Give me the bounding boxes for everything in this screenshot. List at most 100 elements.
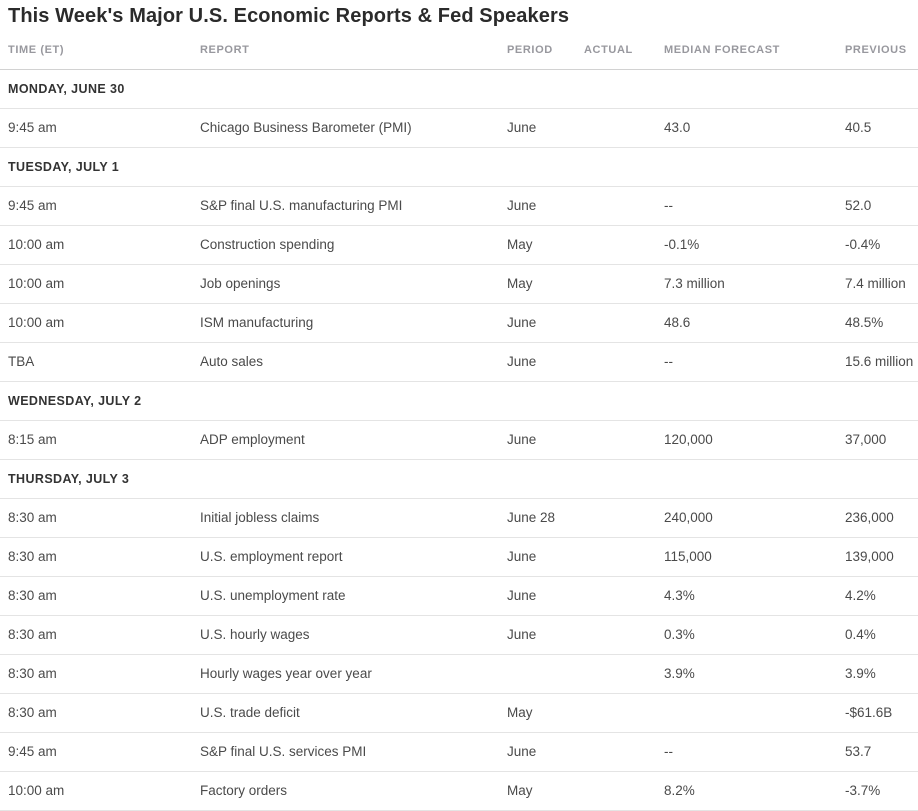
table-row: 9:45 am S&P final U.S. services PMI June --… <box>0 732 918 772</box>
cell-time: 8:30 am <box>0 537 192 577</box>
cell-report: Factory orders <box>192 771 499 811</box>
cell-median-forecast: -0.1% <box>656 225 837 265</box>
cell-actual <box>576 186 656 226</box>
cell-median-forecast: 43.0 <box>656 108 837 148</box>
cell-period: June 28 <box>499 498 576 538</box>
cell-previous: 52.0 <box>837 186 918 226</box>
cell-time: 10:00 am <box>0 225 192 265</box>
cell-period: June <box>499 732 576 772</box>
column-header-row: TIME (ET) REPORT PERIOD ACTUAL MEDIAN FO… <box>0 35 918 70</box>
cell-actual <box>576 771 656 811</box>
cell-time: 8:30 am <box>0 576 192 616</box>
cell-report: Initial jobless claims <box>192 498 499 538</box>
day-header-label: TUESDAY, JULY 1 <box>0 147 918 187</box>
cell-time: 9:45 am <box>0 186 192 226</box>
cell-actual <box>576 225 656 265</box>
cell-actual <box>576 420 656 460</box>
cell-report: U.S. unemployment rate <box>192 576 499 616</box>
column-header-period: PERIOD <box>499 35 576 70</box>
cell-actual <box>576 537 656 577</box>
column-header-median-forecast: MEDIAN FORECAST <box>656 35 837 70</box>
cell-median-forecast: -- <box>656 732 837 772</box>
cell-time: 8:15 am <box>0 420 192 460</box>
cell-period: June <box>499 537 576 577</box>
table-row: 8:30 am Initial jobless claims June 28 240,… <box>0 498 918 538</box>
cell-previous: -$61.6B <box>837 693 918 733</box>
cell-time: 10:00 am <box>0 264 192 304</box>
cell-report: Job openings <box>192 264 499 304</box>
column-header-time: TIME (ET) <box>0 35 192 70</box>
cell-previous: 48.5% <box>837 303 918 343</box>
cell-median-forecast: 4.3% <box>656 576 837 616</box>
cell-report: S&P final U.S. manufacturing PMI <box>192 186 499 226</box>
cell-median-forecast: 115,000 <box>656 537 837 577</box>
economic-reports-table: TIME (ET) REPORT PERIOD ACTUAL MEDIAN FO… <box>0 35 918 811</box>
cell-previous: 236,000 <box>837 498 918 538</box>
cell-period: June <box>499 108 576 148</box>
day-header-label: MONDAY, JUNE 30 <box>0 69 918 109</box>
cell-actual <box>576 342 656 382</box>
cell-time: 8:30 am <box>0 498 192 538</box>
cell-actual <box>576 264 656 304</box>
cell-actual <box>576 108 656 148</box>
column-header-previous: PREVIOUS <box>837 35 918 70</box>
cell-report: S&P final U.S. services PMI <box>192 732 499 772</box>
column-header-report: REPORT <box>192 35 499 70</box>
cell-time: 8:30 am <box>0 693 192 733</box>
table-row: 10:00 am Factory orders May 8.2% -3.7% <box>0 771 918 811</box>
day-header-row: TUESDAY, JULY 1 <box>0 147 918 187</box>
cell-period: June <box>499 615 576 655</box>
cell-report: Chicago Business Barometer (PMI) <box>192 108 499 148</box>
cell-previous: 0.4% <box>837 615 918 655</box>
cell-report: U.S. trade deficit <box>192 693 499 733</box>
cell-period: May <box>499 225 576 265</box>
cell-time: 8:30 am <box>0 615 192 655</box>
cell-previous: 40.5 <box>837 108 918 148</box>
cell-time: 10:00 am <box>0 771 192 811</box>
cell-previous: 4.2% <box>837 576 918 616</box>
cell-median-forecast: 48.6 <box>656 303 837 343</box>
cell-time: 10:00 am <box>0 303 192 343</box>
cell-previous: 139,000 <box>837 537 918 577</box>
day-header-row: MONDAY, JUNE 30 <box>0 69 918 109</box>
cell-actual <box>576 654 656 694</box>
table-row: 10:00 am Construction spending May -0.1% -0.… <box>0 225 918 265</box>
cell-period: June <box>499 303 576 343</box>
cell-period: June <box>499 576 576 616</box>
cell-median-forecast <box>656 693 837 733</box>
table-row: 10:00 am Job openings May 7.3 million 7.4 mi… <box>0 264 918 304</box>
cell-actual <box>576 693 656 733</box>
cell-previous: 15.6 million <box>837 342 918 382</box>
cell-report: ISM manufacturing <box>192 303 499 343</box>
cell-median-forecast: 8.2% <box>656 771 837 811</box>
cell-period: June <box>499 186 576 226</box>
day-header-row: THURSDAY, JULY 3 <box>0 459 918 499</box>
cell-time: TBA <box>0 342 192 382</box>
day-header-label: THURSDAY, JULY 3 <box>0 459 918 499</box>
day-header-label: WEDNESDAY, JULY 2 <box>0 381 918 421</box>
cell-actual <box>576 498 656 538</box>
report-table-body: MONDAY, JUNE 30 9:45 am Chicago Business B… <box>0 69 918 811</box>
table-row: 8:30 am U.S. employment report June 115,000… <box>0 537 918 577</box>
cell-median-forecast: 120,000 <box>656 420 837 460</box>
table-row: 10:00 am ISM manufacturing June 48.6 48.5% <box>0 303 918 343</box>
cell-actual <box>576 615 656 655</box>
cell-previous: 7.4 million <box>837 264 918 304</box>
cell-time: 8:30 am <box>0 654 192 694</box>
cell-median-forecast: -- <box>656 186 837 226</box>
cell-time: 9:45 am <box>0 732 192 772</box>
table-row: 9:45 am S&P final U.S. manufacturing PMI J… <box>0 186 918 226</box>
table-row: 8:30 am U.S. trade deficit May -$61.6B <box>0 693 918 733</box>
cell-median-forecast: -- <box>656 342 837 382</box>
page-title: This Week's Major U.S. Economic Reports … <box>8 5 570 27</box>
table-row: 9:45 am Chicago Business Barometer (PMI) J… <box>0 108 918 148</box>
cell-period: May <box>499 693 576 733</box>
cell-previous: -0.4% <box>837 225 918 265</box>
cell-previous: 37,000 <box>837 420 918 460</box>
cell-period <box>499 654 576 694</box>
table-row: TBA Auto sales June -- 15.6 million <box>0 342 918 382</box>
cell-median-forecast: 7.3 million <box>656 264 837 304</box>
cell-report: U.S. employment report <box>192 537 499 577</box>
table-row: 8:15 am ADP employment June 120,000 37,000 <box>0 420 918 460</box>
cell-median-forecast: 240,000 <box>656 498 837 538</box>
